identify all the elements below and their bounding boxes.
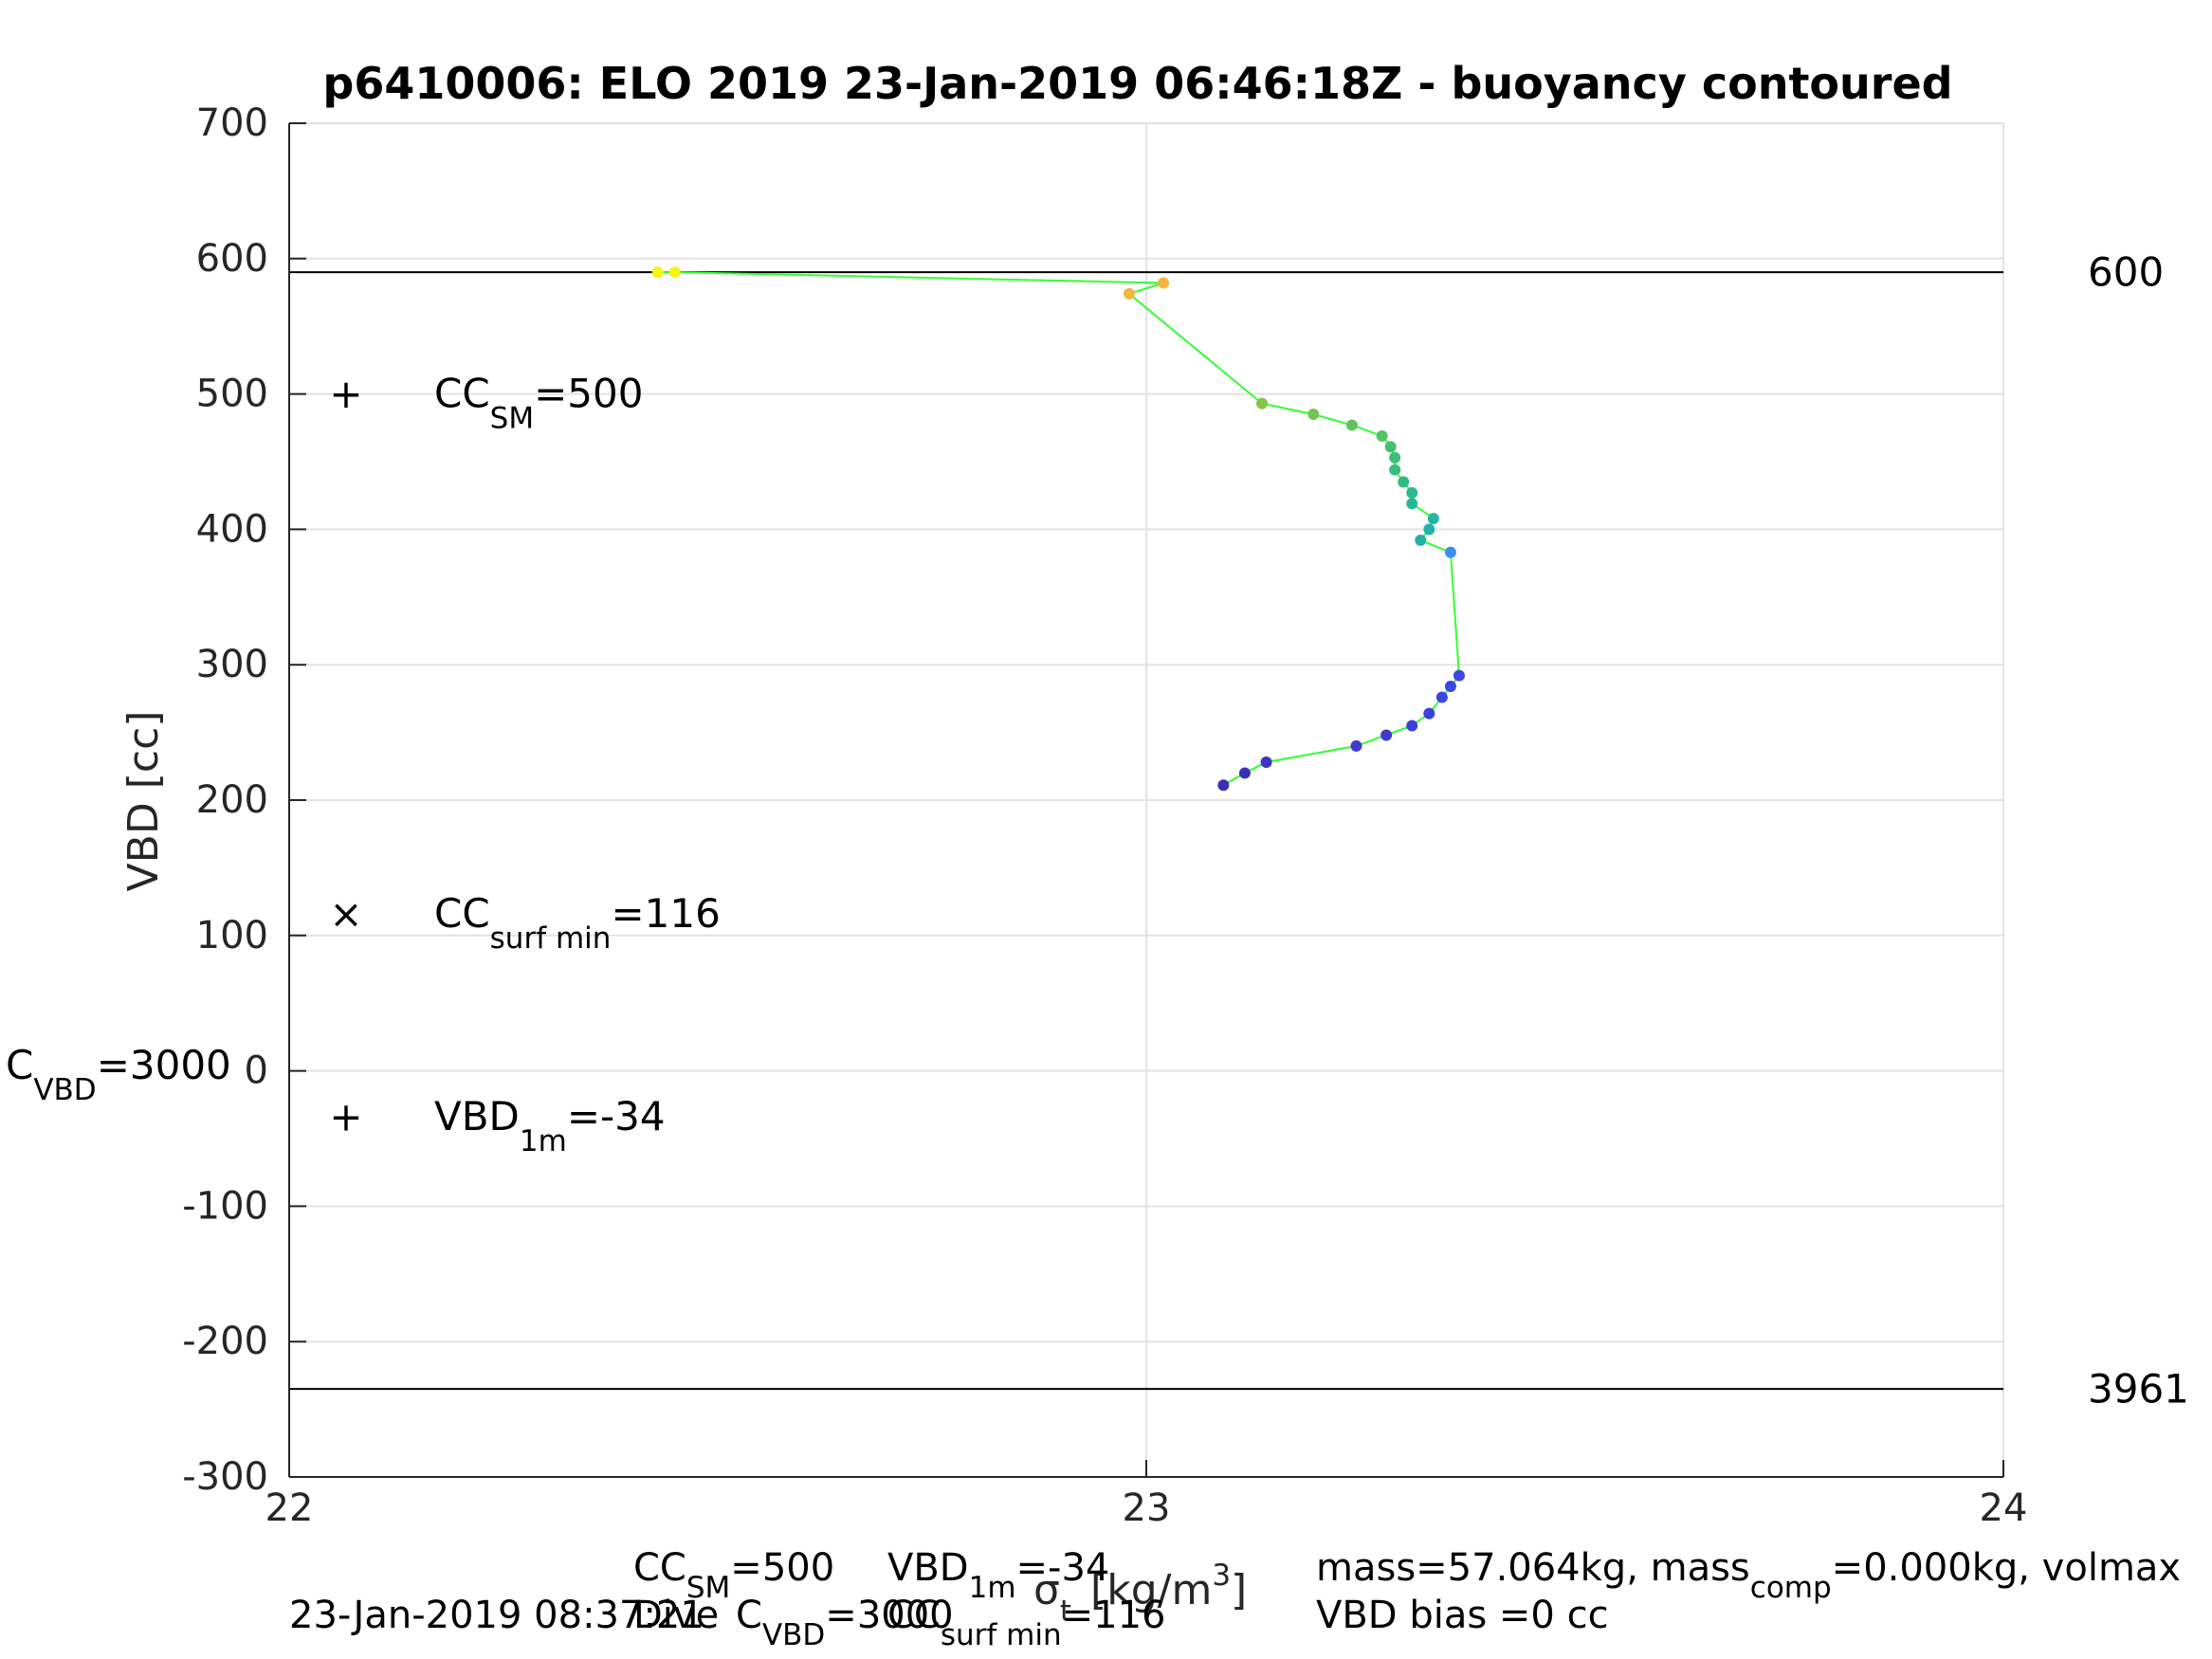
vbd-1m-label: VBD1m=-34 bbox=[434, 1093, 666, 1158]
y-tick-label: 100 bbox=[196, 914, 268, 957]
data-point bbox=[1260, 757, 1272, 769]
y-tick-label: 400 bbox=[196, 507, 268, 551]
data-point bbox=[1123, 287, 1135, 300]
data-point bbox=[1406, 498, 1418, 510]
footer: CCSM=500 VBD1m=-34 mass=57.064kg, massco… bbox=[289, 1546, 2181, 1652]
data-point bbox=[1345, 419, 1358, 431]
y-tick-label: 0 bbox=[245, 1049, 268, 1093]
data-point bbox=[1350, 739, 1362, 752]
cc-surf-min-label: CCsurf min=116 bbox=[434, 890, 721, 956]
y-tick-label: 700 bbox=[196, 101, 268, 145]
data-point bbox=[1217, 779, 1230, 792]
footer-timestamp: 23-Jan-2019 08:37:21 bbox=[289, 1594, 704, 1637]
y-axis-label: VBD [cc] bbox=[119, 711, 168, 892]
data-point bbox=[1398, 476, 1410, 488]
cc-sm-label: CCSM=500 bbox=[434, 371, 643, 436]
data-point bbox=[1444, 546, 1456, 558]
reference-line-label: 600 bbox=[2088, 249, 2164, 296]
data-point bbox=[1307, 409, 1320, 421]
data-point bbox=[1376, 429, 1388, 442]
data-point bbox=[1406, 720, 1418, 732]
data-point bbox=[1423, 523, 1435, 536]
axis-ticks: -300 -200 -100 0 100 200 300 400 500 600 700 22 23 24 bbox=[182, 101, 2027, 1530]
data-point bbox=[1415, 534, 1427, 546]
vbd-1m-marker: + bbox=[329, 1094, 362, 1140]
data-point bbox=[1423, 707, 1435, 720]
footer-dive: Dive bbox=[633, 1594, 719, 1637]
cc-sm-marker: + bbox=[329, 371, 362, 417]
y-tick-label: -300 bbox=[182, 1455, 268, 1499]
data-point bbox=[1427, 512, 1439, 524]
data-point bbox=[1158, 277, 1170, 289]
x-tick-label: 23 bbox=[1123, 1486, 1171, 1530]
data-point bbox=[1238, 767, 1251, 779]
y-tick-label: 500 bbox=[196, 373, 268, 416]
data-point bbox=[1406, 486, 1418, 499]
footer-vbd-bias: VBD bias =0 cc bbox=[1316, 1594, 1609, 1637]
data-point bbox=[1384, 441, 1397, 453]
x-tick-label: 22 bbox=[265, 1486, 314, 1530]
y-tick-label: 300 bbox=[196, 643, 268, 686]
y-tick-label: -200 bbox=[182, 1320, 268, 1363]
data-series bbox=[651, 266, 1465, 792]
footer-c-vbd: CVBD=3000 bbox=[736, 1594, 954, 1652]
x-tick-label: 24 bbox=[1980, 1486, 2028, 1530]
annotations: + CCSM=500 × CCsurf min=116 + VBD1m=-34 … bbox=[6, 371, 721, 1159]
data-point bbox=[1389, 451, 1401, 464]
c-vbd-label: CVBD=3000 bbox=[6, 1042, 231, 1107]
y-tick-label: -100 bbox=[182, 1184, 268, 1228]
data-point bbox=[1256, 397, 1269, 410]
footer-cc-surf-min: CCsurf min=116 bbox=[887, 1594, 1166, 1652]
series-line bbox=[657, 271, 1460, 787]
x-axis-label: σt [kg/m3] bbox=[1033, 1559, 1247, 1629]
y-tick-label: 200 bbox=[196, 778, 268, 822]
cc-surf-min-marker: × bbox=[329, 890, 362, 937]
data-point bbox=[1380, 729, 1393, 741]
data-point bbox=[651, 266, 664, 279]
data-point bbox=[1453, 669, 1465, 682]
chart-title: p6410006: ELO 2019 23-Jan-2019 06:46:18Z… bbox=[322, 58, 1952, 109]
y-tick-label: 600 bbox=[196, 237, 268, 281]
footer-mass: mass=57.064kg, masscomp=0.000kg, volmax bbox=[1316, 1546, 2181, 1605]
data-point bbox=[1444, 681, 1456, 693]
footer-vbd-1m: VBD1m=-34 bbox=[887, 1546, 1109, 1605]
data-point bbox=[1435, 691, 1448, 703]
reference-line-label: 3961 bbox=[2088, 1366, 2189, 1413]
reference-lines: 600 3961 bbox=[289, 249, 2189, 1413]
data-point bbox=[668, 266, 681, 279]
footer-cc-sm: CCSM=500 bbox=[633, 1546, 834, 1605]
data-point bbox=[1389, 464, 1401, 476]
